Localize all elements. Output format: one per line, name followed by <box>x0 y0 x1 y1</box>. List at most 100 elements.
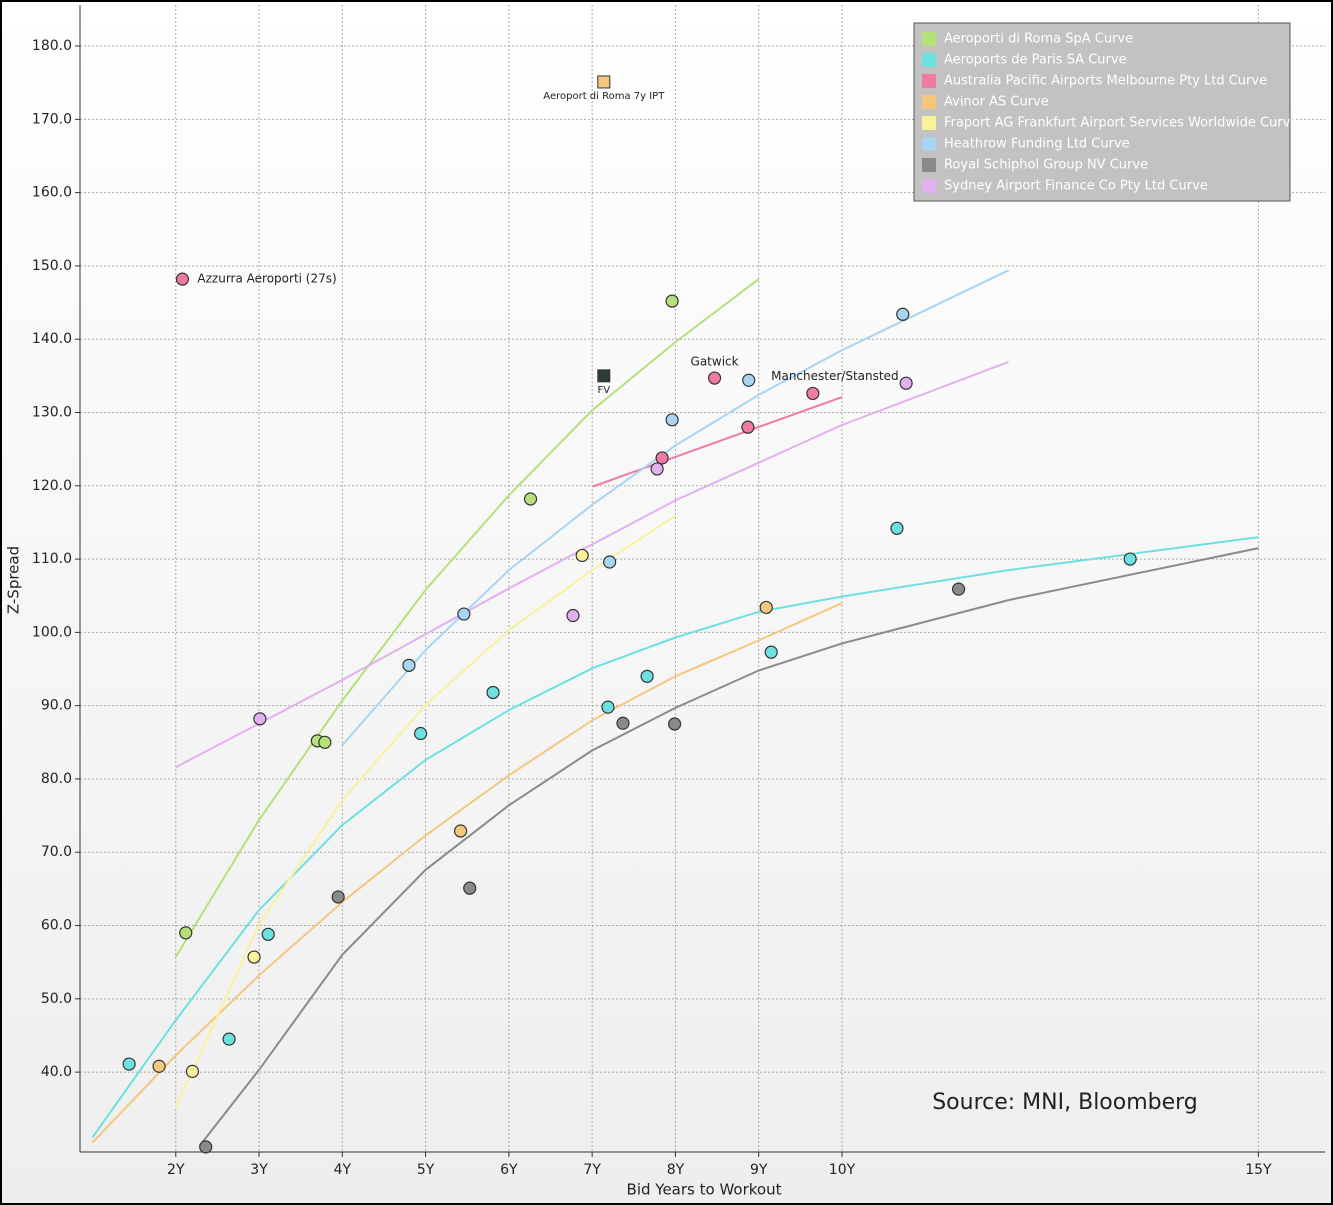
legend-label: Sydney Airport Finance Co Pty Ltd Curve <box>944 179 1208 194</box>
point <box>616 716 630 730</box>
x-tick-label: 10Y <box>829 1162 856 1178</box>
point <box>453 824 468 838</box>
point <box>640 669 654 683</box>
curve-line <box>175 360 1009 769</box>
curve-line <box>199 547 1259 1147</box>
point <box>523 492 538 506</box>
point <box>806 386 820 401</box>
point <box>486 685 500 700</box>
legend-swatch <box>922 158 936 172</box>
legend-label: Royal Schiphol Group NV Curve <box>944 158 1148 173</box>
curve-line <box>174 278 760 958</box>
marker-label: Aeroport di Roma 7y IPT <box>543 91 665 102</box>
x-tick-label: 7Y <box>583 1162 601 1178</box>
y-tick-label: 180.0 <box>32 38 72 54</box>
curve-line <box>341 269 1009 746</box>
point <box>331 890 345 904</box>
point <box>601 700 615 714</box>
x-tick-label: 15Y <box>1245 1162 1272 1178</box>
y-tick-label: 140.0 <box>32 331 72 347</box>
legend-swatch <box>922 137 936 151</box>
curve-line <box>592 396 843 488</box>
point <box>603 555 617 569</box>
point <box>185 1064 200 1078</box>
point <box>890 521 904 535</box>
y-tick-label: 110.0 <box>32 551 72 567</box>
point <box>414 726 428 741</box>
y-tick-label: 130.0 <box>32 404 72 420</box>
y-tick-label: 120.0 <box>32 478 72 494</box>
point <box>463 881 477 895</box>
point <box>650 462 664 476</box>
point <box>247 950 261 964</box>
legend-label: Fraport AG Frankfurt Airport Services Wo… <box>944 116 1298 131</box>
y-tick-label: 50.0 <box>41 991 72 1007</box>
point <box>668 717 682 731</box>
x-tick-label: 9Y <box>750 1162 768 1178</box>
point <box>655 451 669 465</box>
y-tick-label: 100.0 <box>32 624 72 640</box>
x-tick-label: 2Y <box>167 1162 185 1178</box>
point <box>199 1140 213 1154</box>
point <box>253 712 267 726</box>
legend-swatch <box>922 32 936 46</box>
point <box>951 582 966 596</box>
point-label: Manchester/Stansted <box>771 369 898 383</box>
point <box>665 294 679 308</box>
legend-swatch <box>922 53 936 67</box>
legend-swatch <box>922 116 936 130</box>
y-tick-label: 150.0 <box>32 258 72 274</box>
legend-swatch <box>922 74 936 88</box>
point <box>742 373 756 387</box>
y-tick-label: 40.0 <box>41 1064 72 1080</box>
y-axis-title: Z-Spread <box>5 546 23 614</box>
curve-line <box>174 514 676 1108</box>
x-tick-label: 3Y <box>250 1162 268 1178</box>
x-tick-label: 5Y <box>417 1162 435 1178</box>
point <box>759 600 773 615</box>
curve-line <box>91 536 1259 1138</box>
legend-box <box>913 22 1291 202</box>
x-tick-label: 8Y <box>667 1162 685 1178</box>
point <box>175 272 190 286</box>
point <box>122 1057 136 1071</box>
source-note: Source: MNI, Bloomberg <box>932 1090 1198 1115</box>
point <box>707 371 722 385</box>
point <box>566 608 580 623</box>
y-tick-label: 170.0 <box>32 111 72 127</box>
point <box>764 645 778 659</box>
point <box>261 927 275 941</box>
point-label: Gatwick <box>691 355 739 369</box>
legend-label: Avinor AS Curve <box>944 95 1049 110</box>
legend-label: Aeroports de Paris SA Curve <box>944 53 1127 68</box>
point <box>665 413 679 427</box>
x-axis-title: Bid Years to Workout <box>627 1181 782 1199</box>
y-tick-label: 160.0 <box>32 185 72 201</box>
point <box>152 1059 166 1073</box>
point <box>899 376 913 390</box>
point <box>896 307 910 321</box>
x-tick-label: 6Y <box>500 1162 518 1178</box>
point <box>222 1032 236 1046</box>
legend-swatch <box>922 179 936 193</box>
marker <box>597 369 611 383</box>
y-tick-label: 80.0 <box>41 771 72 787</box>
marker-label: FV <box>598 385 611 396</box>
y-tick-label: 70.0 <box>41 844 72 860</box>
y-tick-label: 90.0 <box>41 698 72 714</box>
legend-label: Aeroporti di Roma SpA Curve <box>944 32 1133 47</box>
marker <box>597 75 611 89</box>
legend-label: Heathrow Funding Ltd Curve <box>944 137 1130 152</box>
point <box>179 926 193 940</box>
point <box>318 735 332 749</box>
point-label: Azzurra Aeroporti (27s) <box>197 272 336 286</box>
x-tick-label: 4Y <box>334 1162 352 1178</box>
y-tick-label: 60.0 <box>41 918 72 934</box>
point <box>741 420 755 434</box>
point <box>575 548 589 563</box>
point <box>457 607 471 621</box>
point <box>402 658 416 672</box>
legend-label: Australia Pacific Airports Melbourne Pty… <box>944 74 1267 89</box>
point <box>1123 552 1137 566</box>
